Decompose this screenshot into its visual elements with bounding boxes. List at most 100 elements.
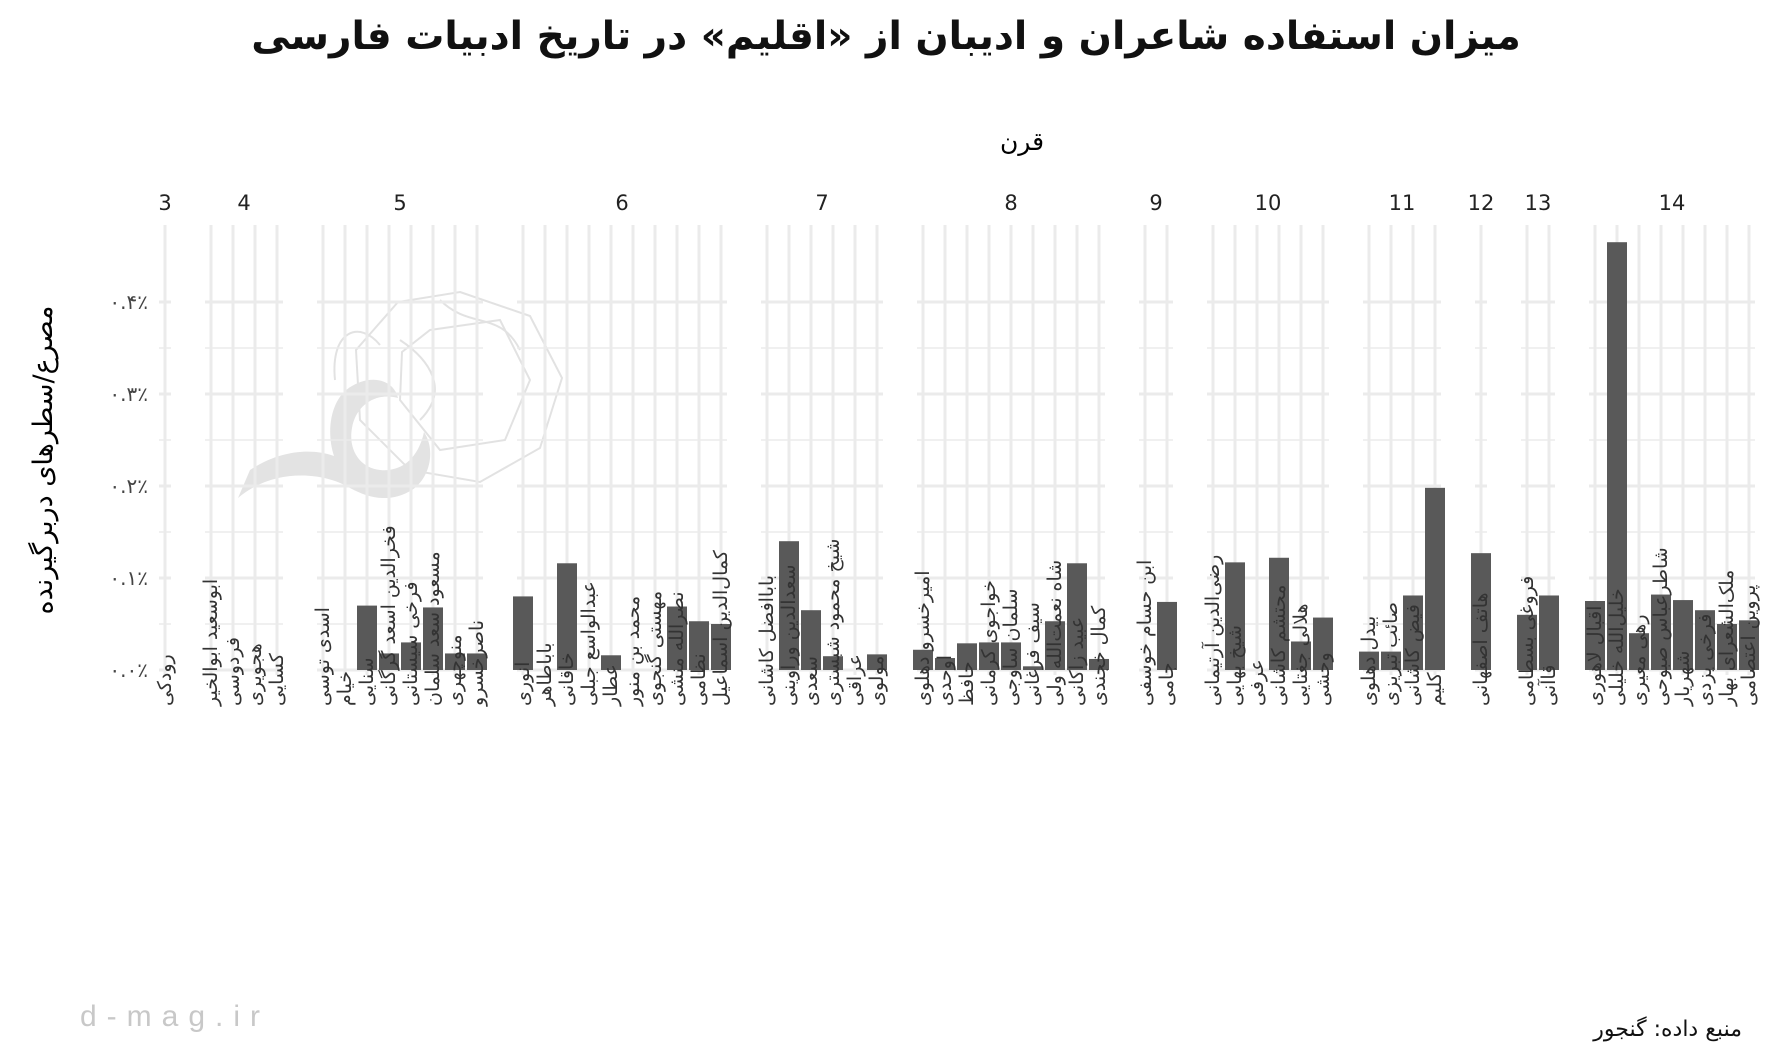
poet-tick-label: ابوسعید ابوالخیر	[200, 579, 222, 707]
poet-tick-label: مولوی	[866, 656, 888, 706]
bar	[1471, 553, 1491, 670]
y-tick-label: ۰.۰٪	[109, 658, 148, 682]
facet-label: 13	[1525, 191, 1552, 215]
poet-tick-label: فرخی یزدی	[1694, 614, 1716, 706]
bar	[1539, 595, 1559, 670]
poet-tick-label: سیف فرغانی	[1022, 602, 1044, 706]
poet-tick-label: سعدی	[800, 656, 822, 706]
poet-tick-label: خلیل‌الله خلیلی	[1606, 588, 1628, 706]
poet-tick-label: خاقانی	[556, 652, 578, 706]
poet-tick-label: وحشی	[1312, 652, 1334, 706]
y-tick-label: ۰.۴٪	[109, 290, 148, 314]
bar	[779, 541, 799, 670]
bar	[557, 563, 577, 670]
bar	[1313, 617, 1333, 670]
bar	[979, 642, 999, 670]
bar	[357, 605, 377, 670]
poet-tick-label: بیدل دهلوی	[1358, 616, 1380, 706]
poet-tick-label: عراقی	[844, 654, 866, 706]
bar	[1425, 487, 1445, 670]
bar	[1067, 563, 1087, 670]
bar	[1629, 633, 1649, 670]
poet-tick-label: جامی	[1156, 662, 1178, 706]
bar	[1717, 624, 1737, 670]
poet-tick-label: فردوسی	[222, 637, 244, 706]
bar	[1585, 601, 1605, 670]
bar	[689, 621, 709, 670]
y-axis-title: مصرع/سطرهای دربرگیرنده	[27, 305, 59, 614]
bar	[1157, 601, 1177, 670]
bar	[1089, 658, 1109, 670]
bar	[913, 649, 933, 670]
facet-label: 6	[615, 191, 628, 215]
poet-tick-label: هجویری	[244, 643, 266, 706]
poet-tick-label: باباافضل کاشانی	[756, 575, 778, 706]
bar	[601, 655, 621, 670]
facet-label: 5	[393, 191, 406, 215]
poet-tick-label: سعدالدین وراوینی	[778, 564, 800, 706]
bar	[823, 656, 843, 670]
poet-tick-label: شاطرعباس صبوحی	[1650, 547, 1672, 706]
bar	[801, 610, 821, 670]
bar	[1269, 557, 1289, 670]
poet-tick-label: فروغی بسطامی	[1516, 576, 1538, 706]
bar	[467, 653, 487, 670]
facet-label: 4	[237, 191, 250, 215]
poet-tick-label: رضی‌الدین آرتیمانی	[1200, 555, 1224, 706]
poet-tick-label: فیض کاشانی	[1402, 604, 1424, 706]
poet-tick-label: قاآنی	[1536, 665, 1560, 706]
chart-title: میزان استفاده شاعران و ادیبان از «اقلیم»…	[251, 14, 1521, 59]
bar	[1381, 651, 1401, 670]
poet-tick-label: عطار	[600, 664, 622, 707]
poet-tick-label: سنایی	[356, 657, 378, 706]
poet-tick-label: هلالی جغتایی	[1290, 603, 1312, 706]
poet-tick-label: کلیم	[1424, 671, 1446, 706]
bar-layer	[357, 242, 1759, 670]
poet-tick-label: شیخ بهایی	[1224, 625, 1246, 706]
facet-label: 12	[1468, 191, 1495, 215]
y-tick-label: ۰.۱٪	[109, 566, 148, 590]
bar	[935, 658, 955, 670]
bar	[379, 653, 399, 670]
poet-tick-label: محمد بن منور	[622, 596, 644, 707]
poet-tick-label: رهی معیری	[1628, 614, 1650, 706]
poet-tick-label: مهستی گنجوی	[643, 591, 666, 706]
facet-label: 3	[158, 191, 171, 215]
bar	[1673, 600, 1693, 670]
bar	[1023, 666, 1043, 670]
poet-tick-label: نظامی	[688, 653, 710, 706]
poet-tick-label: ناصرخسرو	[466, 620, 488, 707]
poet-tick-label: عبدالواسع جبلی	[578, 581, 600, 706]
poet-tick-label: عبید زاکانی	[1066, 617, 1088, 706]
poet-tick-label: شهریار	[1672, 651, 1694, 707]
poet-tick-label: شاه نعمت‌الله ولی	[1044, 560, 1066, 706]
poet-tick-label: حافظ	[956, 661, 978, 706]
poet-tick-label: انوری	[512, 662, 534, 706]
bar	[1695, 610, 1715, 670]
source-note: منبع داده: گنجور	[1593, 1017, 1742, 1042]
facet-label: 14	[1659, 191, 1686, 215]
poet-tick-label: شیخ محمود شبستری	[822, 539, 844, 706]
facet-label: 9	[1149, 191, 1162, 215]
poet-tick-label: سلمان ساوجی	[1000, 589, 1022, 706]
poet-tick-label: ابن حسام خوسفی	[1134, 560, 1156, 706]
facet-axis-title: قرن	[1000, 127, 1044, 156]
poet-tick-label: ملک‌الشعرای بهار	[1716, 570, 1738, 707]
facet-label: 11	[1389, 191, 1416, 215]
bar	[401, 642, 421, 670]
bar	[1651, 594, 1671, 670]
watermark-calligraphy	[238, 379, 431, 499]
bar	[1291, 641, 1311, 670]
bar	[445, 653, 465, 670]
poet-tick-label: کمال خجندی	[1088, 605, 1110, 706]
bar	[1517, 614, 1537, 670]
poet-tick-label: نصرالله منشی	[666, 591, 688, 706]
bar	[1607, 242, 1627, 670]
label-layer: 3 رودکی 4 ابوسعید ابوالخیر فردوسی هجویری کسایی…	[109, 191, 1760, 707]
poet-tick-label: فرخی سیستانی	[400, 582, 422, 706]
bar	[711, 624, 731, 670]
bar	[957, 643, 977, 670]
bar	[1739, 620, 1759, 670]
poet-tick-label: پروین اعتصامی	[1738, 585, 1760, 706]
